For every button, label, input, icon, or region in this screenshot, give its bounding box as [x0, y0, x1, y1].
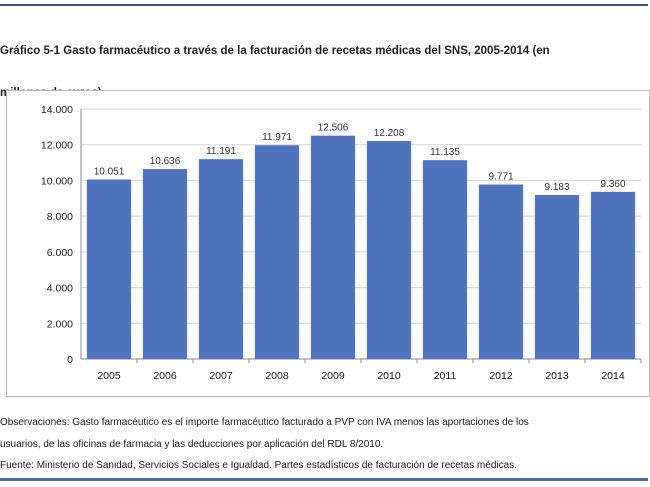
bar-chart: 0 2.000 4.000 6.000 8.000 10.000 12.000 14.000 1…: [41, 104, 642, 382]
bar: [198, 159, 244, 359]
data-label: 9.360: [600, 179, 625, 190]
y-tick-label: 0: [67, 354, 73, 366]
data-label: 9.771: [488, 172, 513, 183]
bar: [86, 179, 132, 359]
data-label: 12.208: [374, 128, 405, 139]
y-tick-label: 12.000: [41, 140, 73, 152]
source-line: Fuente: Ministerio de Sanidad, Servicios…: [0, 460, 517, 471]
bar: [422, 160, 468, 359]
x-tick-label: 2006: [153, 370, 177, 382]
y-tick-label: 6.000: [47, 247, 73, 259]
data-label: 11.191: [206, 146, 236, 157]
bar: [310, 135, 356, 359]
top-rule: [0, 4, 648, 6]
x-tick-label: 2011: [434, 370, 457, 382]
bar: [254, 145, 300, 359]
observations-line-1: Observaciones: Gasto farmacéutico es el …: [0, 417, 529, 428]
x-tick-label: 2008: [265, 370, 289, 382]
chart-title-line-1: Gráfico 5-1 Gasto farmacéutico a través …: [0, 45, 550, 57]
notes: Observaciones: Gasto farmacéutico es el …: [0, 412, 645, 477]
y-tick-label: 8.000: [47, 211, 73, 223]
y-tick-label: 14.000: [41, 104, 73, 116]
data-label: 12.506: [318, 123, 349, 134]
observations-line-2: usuarios, de las oficinas de farmacia y …: [0, 438, 384, 450]
x-tick-label: 2009: [321, 370, 345, 382]
bar: [534, 195, 580, 359]
data-label: 10.636: [150, 156, 181, 167]
x-tick-label: 2005: [97, 370, 121, 382]
x-tick-label: 2007: [209, 370, 233, 382]
data-label: 11.971: [262, 132, 292, 143]
bottom-rule: [0, 478, 648, 481]
x-tick-label: 2013: [545, 370, 569, 382]
data-label: 9.183: [544, 182, 569, 193]
bar: [142, 169, 188, 359]
bar: [366, 141, 412, 359]
x-tick-label: 2010: [377, 370, 401, 382]
chart-frame: 0 2.000 4.000 6.000 8.000 10.000 12.000 14.000 1…: [6, 90, 650, 397]
bar: [478, 184, 524, 359]
y-tick-label: 2.000: [47, 318, 73, 330]
y-tick-label: 4.000: [47, 283, 73, 295]
x-tick-label: 2014: [601, 370, 625, 382]
y-tick-label: 10.000: [41, 175, 73, 187]
x-tick-label: 2012: [489, 370, 513, 382]
data-label: 11.135: [430, 147, 460, 158]
bar: [590, 191, 636, 359]
data-label: 10.051: [94, 167, 125, 178]
